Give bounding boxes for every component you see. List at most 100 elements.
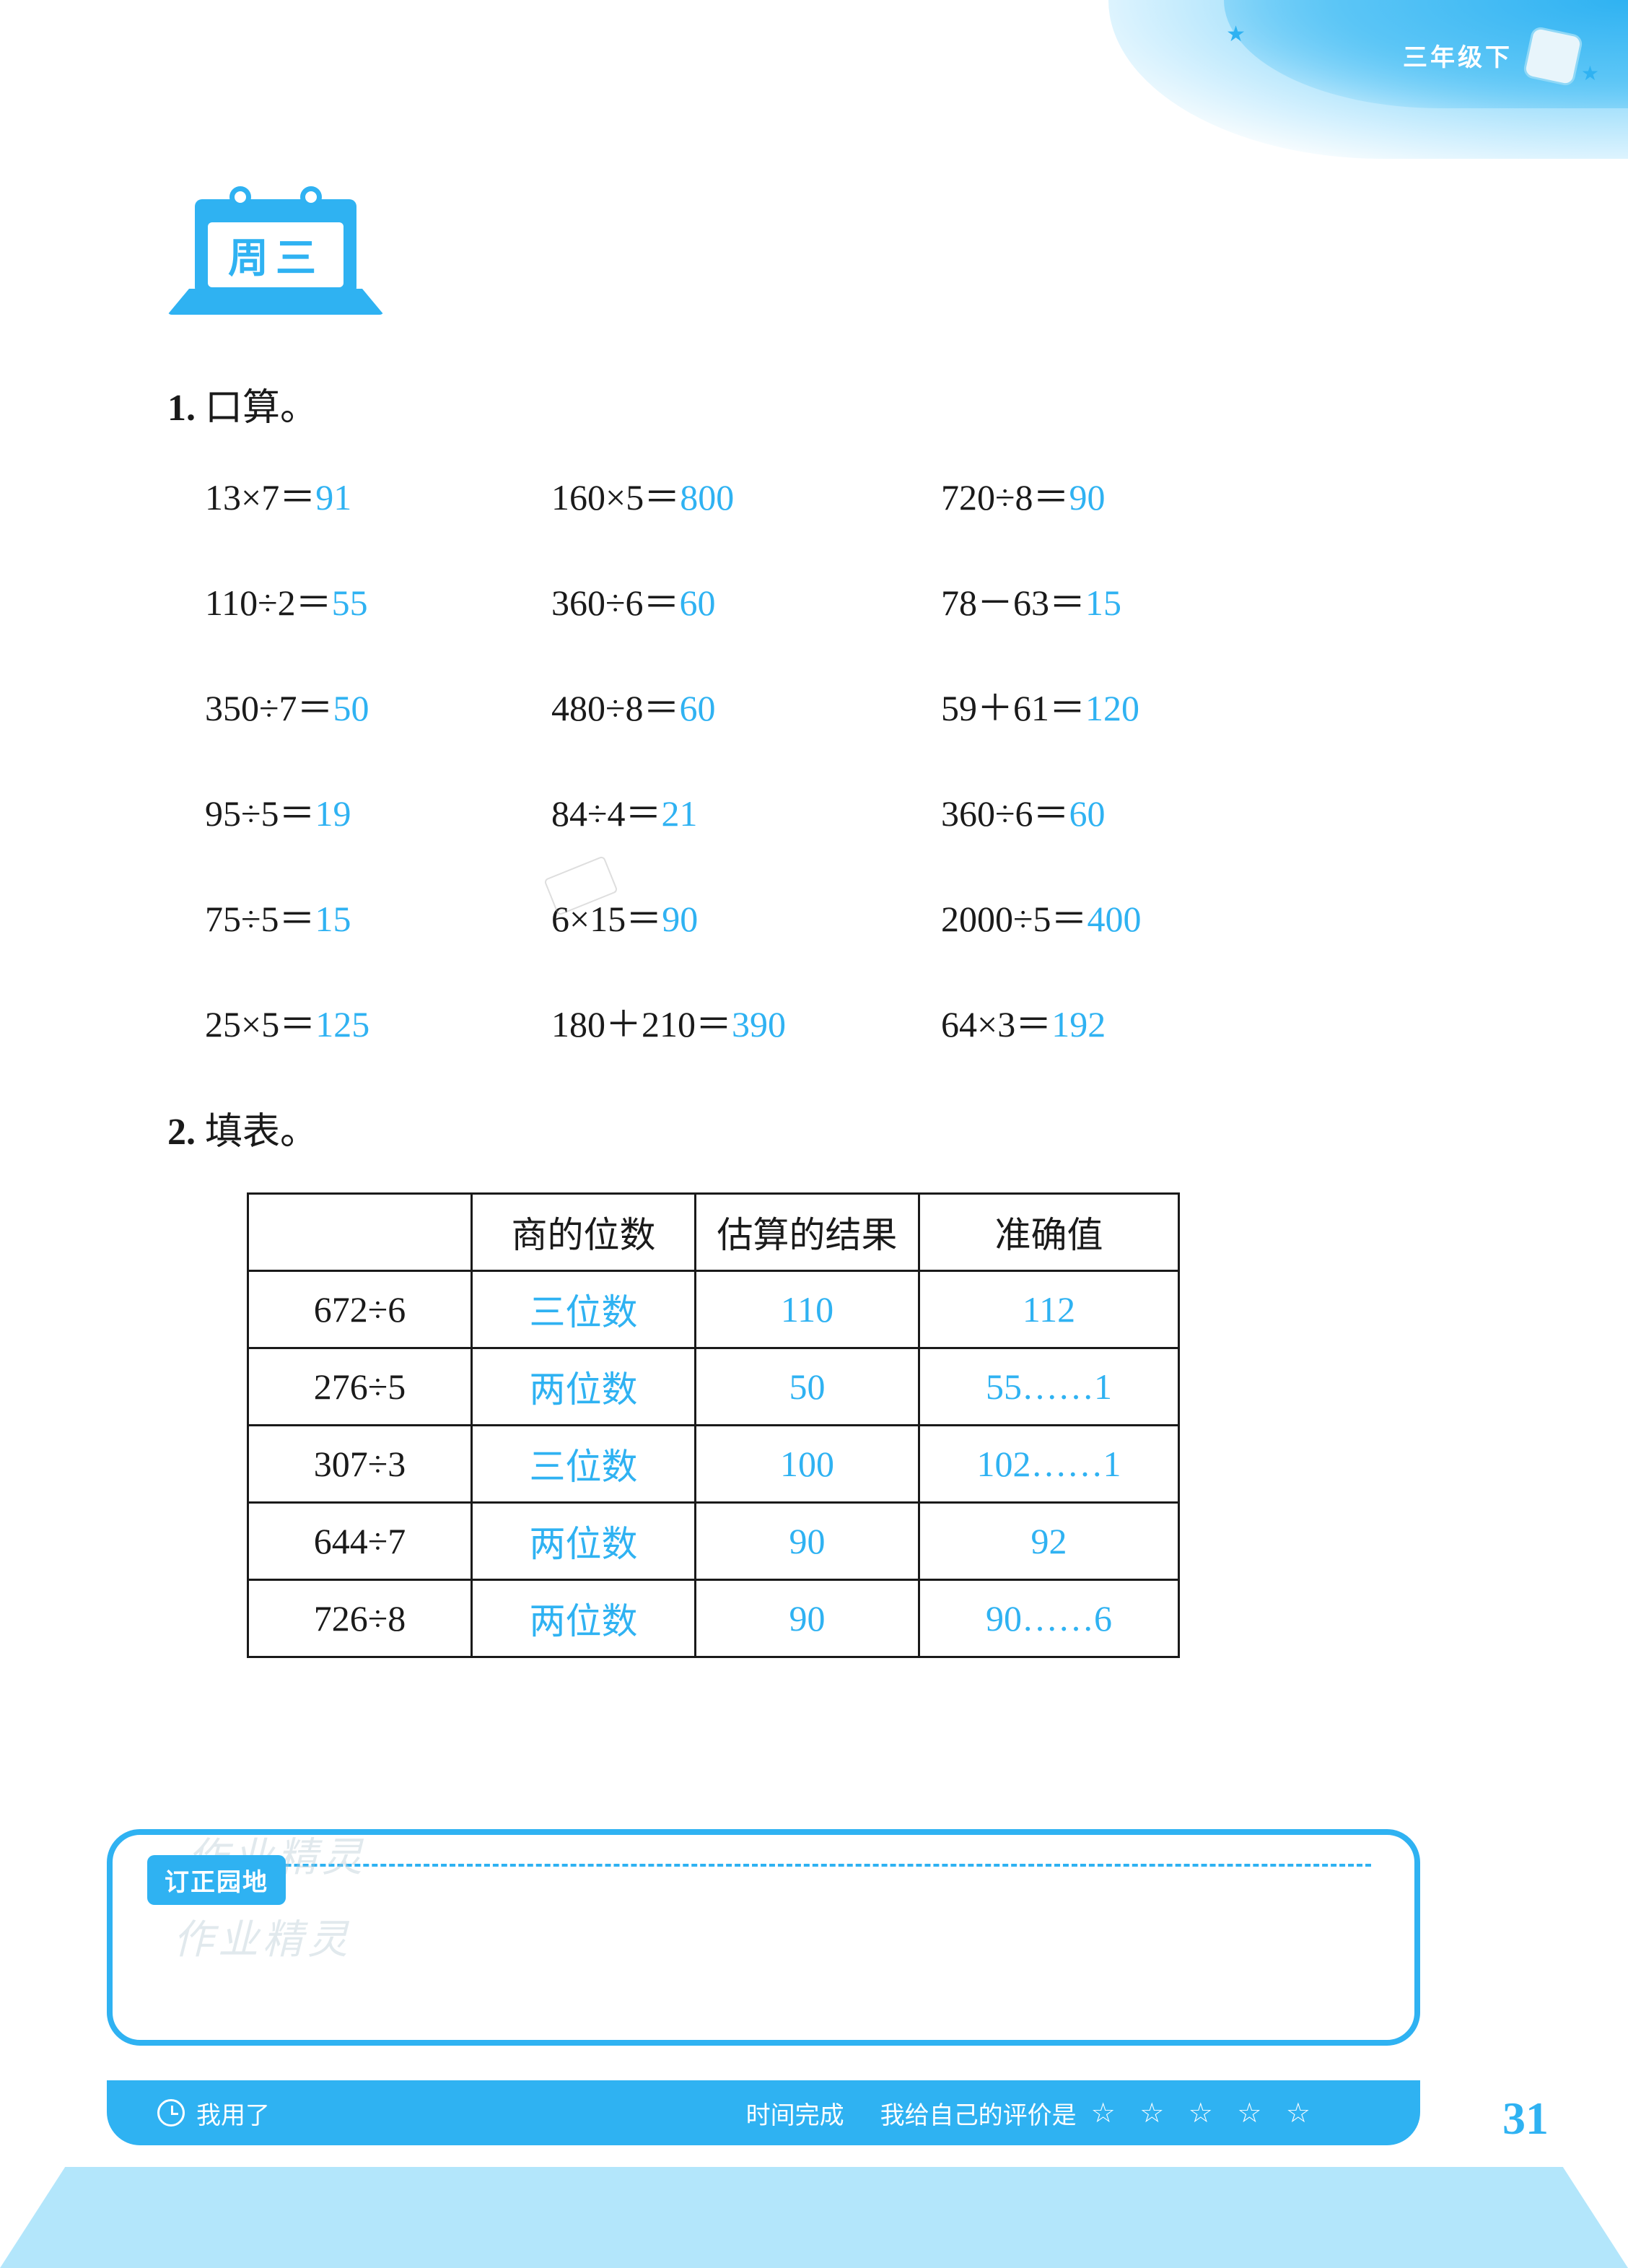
problem-expression: 13×7＝: [205, 477, 315, 518]
problem-answer: 55: [332, 583, 368, 623]
table-header-cell: 估算的结果: [696, 1194, 919, 1271]
page-number: 31: [1502, 2092, 1549, 2145]
problem-cell: 59＋61＝120: [941, 679, 1316, 731]
problem-expression: 2000÷5＝: [941, 899, 1087, 939]
problem-answer: 50: [333, 688, 369, 728]
problem-answer: 192: [1051, 1004, 1106, 1044]
problem-cell: 84÷4＝21: [551, 785, 941, 837]
problem-cell: 360÷6＝60: [551, 574, 941, 626]
table-cell: 90: [696, 1580, 919, 1657]
problem-expression: 75÷5＝: [205, 899, 315, 939]
table-cell: 644÷7: [248, 1503, 472, 1580]
problem-answer: 60: [679, 688, 715, 728]
table-row: 644÷7两位数9092: [248, 1503, 1179, 1580]
problem-row: 75÷5＝156×15＝902000÷5＝400: [205, 890, 1459, 942]
footer-left-text: 我用了: [196, 2095, 270, 2131]
section2-number: 2.: [167, 1112, 196, 1153]
table-header-cell: 商的位数: [472, 1194, 696, 1271]
problem-cell: 180＋210＝390: [551, 995, 941, 1047]
section1-number: 1.: [167, 388, 196, 429]
table-cell: 102……1: [919, 1426, 1179, 1503]
problem-expression: 78－63＝: [941, 583, 1085, 623]
watermark-text: 作业精灵: [173, 1907, 352, 1966]
problem-row: 95÷5＝1984÷4＝21360÷6＝60: [205, 785, 1459, 837]
problem-expression: 64×3＝: [941, 1004, 1051, 1044]
clock-icon: [157, 2099, 185, 2127]
problem-answer: 21: [661, 793, 697, 834]
problem-answer: 91: [315, 477, 351, 518]
problem-answer: 15: [1085, 583, 1121, 623]
problem-cell: 480÷8＝60: [551, 679, 941, 731]
bottom-stripe: [0, 2167, 1628, 2268]
table-cell: 三位数: [472, 1271, 696, 1348]
problem-cell: 6×15＝90: [551, 890, 941, 942]
section2-title: 2. 填表。: [167, 1101, 1459, 1155]
footer-bar: 我用了 时间完成 我给自己的评价是 ☆ ☆ ☆ ☆ ☆: [107, 2080, 1420, 2145]
table-header-cell: [248, 1194, 472, 1271]
footer-area: 作业精灵 订正园地 作业精灵 我用了 时间完成 我给自己的评价是 ☆ ☆ ☆ ☆…: [87, 1813, 1443, 2145]
table-cell: 90……6: [919, 1580, 1179, 1657]
table-cell: 672÷6: [248, 1271, 472, 1348]
problem-expression: 110÷2＝: [205, 583, 332, 623]
ring-icon: [300, 186, 322, 208]
table-row: 726÷8两位数9090……6: [248, 1580, 1179, 1657]
problem-cell: 360÷6＝60: [941, 785, 1316, 837]
problem-answer: 60: [679, 583, 715, 623]
problem-row: 13×7＝91160×5＝800720÷8＝90: [205, 468, 1459, 520]
problem-expression: 95÷5＝: [205, 793, 315, 834]
problem-cell: 13×7＝91: [205, 468, 551, 520]
problem-row: 350÷7＝50480÷8＝6059＋61＝120: [205, 679, 1459, 731]
table-cell: 307÷3: [248, 1426, 472, 1503]
table-cell: 两位数: [472, 1503, 696, 1580]
table-cell: 110: [696, 1271, 919, 1348]
problem-expression: 480÷8＝: [551, 688, 679, 728]
table-cell: 两位数: [472, 1580, 696, 1657]
problem-row: 110÷2＝55360÷6＝6078－63＝15: [205, 574, 1459, 626]
problem-cell: 350÷7＝50: [205, 679, 551, 731]
day-badge: 周三: [167, 199, 384, 315]
answer-table: 商的位数估算的结果准确值672÷6三位数110112276÷5两位数5055………: [247, 1192, 1180, 1658]
correction-label: 订正园地: [147, 1855, 286, 1905]
problem-answer: 800: [680, 477, 734, 518]
table-cell: 100: [696, 1426, 919, 1503]
table-cell: 50: [696, 1348, 919, 1426]
problem-expression: 59＋61＝: [941, 688, 1085, 728]
table-row: 276÷5两位数5055……1: [248, 1348, 1179, 1426]
problem-answer: 390: [732, 1004, 786, 1044]
problem-cell: 95÷5＝19: [205, 785, 551, 837]
problem-expression: 350÷7＝: [205, 688, 333, 728]
problem-expression: 360÷6＝: [551, 583, 679, 623]
content-area: 1. 口算。 13×7＝91160×5＝800720÷8＝90110÷2＝553…: [167, 377, 1459, 1658]
section1-title: 1. 口算。: [167, 377, 1459, 431]
problem-expression: 180＋210＝: [551, 1004, 732, 1044]
header-banner: 三年级下 ★ ★: [1108, 0, 1628, 159]
table-cell: 三位数: [472, 1426, 696, 1503]
table-row: 672÷6三位数110112: [248, 1271, 1179, 1348]
star-icon: ★: [1581, 61, 1599, 86]
problem-cell: 64×3＝192: [941, 995, 1316, 1047]
problem-cell: 25×5＝125: [205, 995, 551, 1047]
section1-heading: 口算。: [205, 388, 318, 429]
problem-cell: 75÷5＝15: [205, 890, 551, 942]
problem-answer: 15: [315, 899, 351, 939]
problem-cell: 78－63＝15: [941, 574, 1316, 626]
problem-cell: 110÷2＝55: [205, 574, 551, 626]
problem-answer: 19: [315, 793, 351, 834]
problem-cell: 720÷8＝90: [941, 468, 1316, 520]
problem-answer: 400: [1087, 899, 1141, 939]
table-cell: 两位数: [472, 1348, 696, 1426]
section2: 2. 填表。 商的位数估算的结果准确值672÷6三位数110112276÷5两位…: [167, 1101, 1459, 1658]
ring-icon: [229, 186, 251, 208]
problem-answer: 120: [1085, 688, 1139, 728]
problem-row: 25×5＝125180＋210＝39064×3＝192: [205, 995, 1459, 1047]
dice-icon: [1522, 25, 1583, 87]
star-icon: ★: [1226, 22, 1246, 47]
section2-heading: 填表。: [205, 1112, 318, 1153]
problem-cell: 160×5＝800: [551, 468, 941, 520]
problem-expression: 160×5＝: [551, 477, 680, 518]
table-row: 307÷3三位数100102……1: [248, 1426, 1179, 1503]
table-header-cell: 准确值: [919, 1194, 1179, 1271]
grade-label: 三年级下: [1403, 38, 1513, 73]
problem-answer: 90: [1069, 477, 1105, 518]
problem-answer: 125: [315, 1004, 369, 1044]
